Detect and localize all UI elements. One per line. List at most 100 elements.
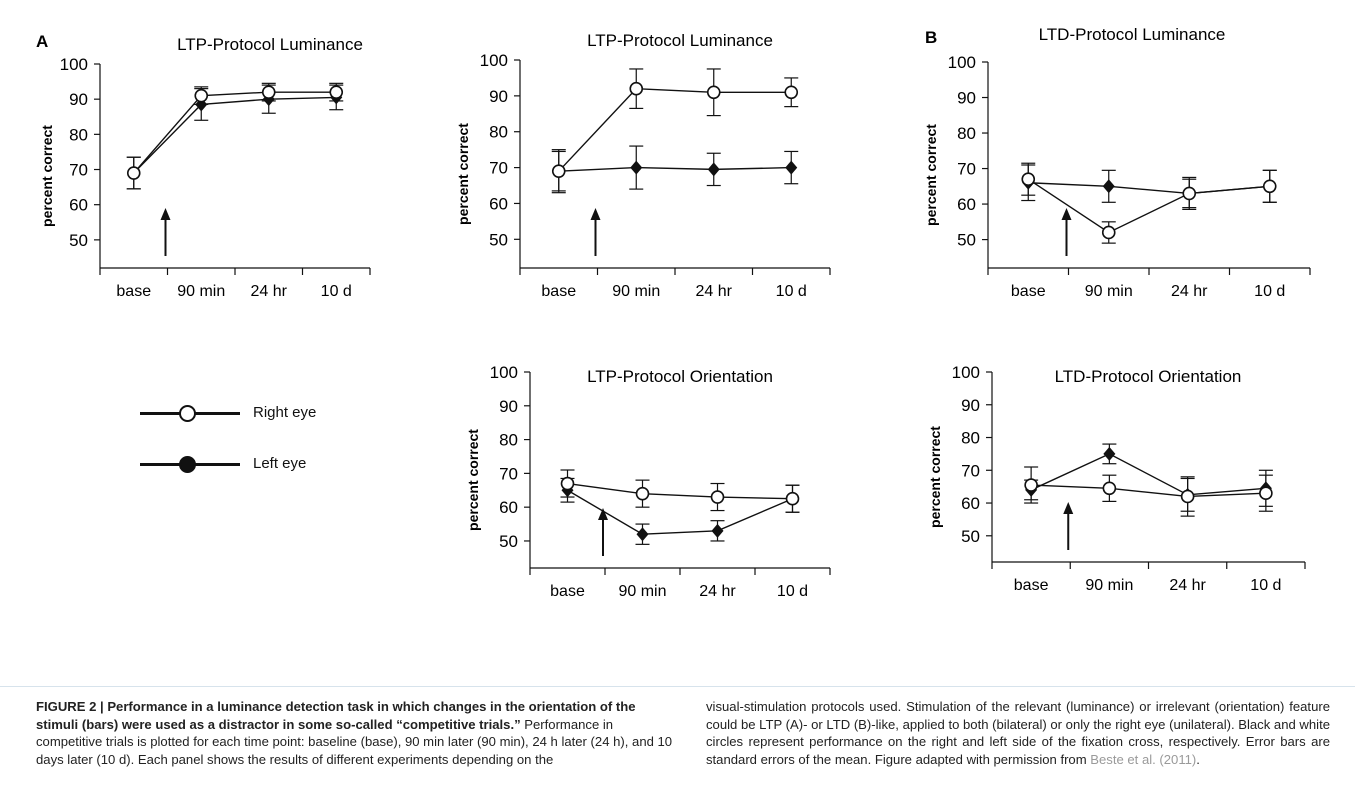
chart-title: LTD-Protocol Orientation [1055, 367, 1242, 386]
open-circle-marker-icon [179, 405, 196, 422]
data-point-open [562, 478, 574, 490]
y-tick-label: 50 [957, 231, 976, 250]
chart-panel-ltp-luminance-bilateral: LTP-Protocol Luminance 50 60 70 80 90 100 base 9… [430, 0, 850, 320]
data-point-filled [1103, 447, 1115, 461]
x-tick-label: 24 hr [1171, 283, 1208, 300]
legend-label-left-eye: Left eye [253, 455, 306, 472]
panel-letter: A [36, 32, 48, 51]
y-axis-label: percent correct [455, 123, 471, 225]
data-point-open [1264, 180, 1276, 192]
y-axis-label: percent correct [927, 426, 943, 528]
stimulation-arrow-icon [1063, 502, 1073, 514]
data-point-filled [708, 162, 720, 176]
x-tick-label: base [1014, 577, 1049, 594]
y-tick-label: 60 [489, 194, 508, 213]
legend-label-right-eye: Right eye [253, 404, 316, 421]
chart-panel-ltd-orientation: LTD-Protocol Orientation5060708090100bas… [910, 330, 1330, 670]
filled-circle-marker-icon [179, 456, 196, 473]
figure-caption-left: FIGURE 2 | Performance in a luminance de… [36, 698, 680, 768]
data-point-open [785, 86, 797, 98]
y-tick-label: 70 [957, 160, 976, 179]
data-point-filled [637, 527, 649, 541]
x-tick-label: 90 min [618, 583, 666, 600]
data-point-open [708, 86, 720, 98]
y-tick-label: 80 [961, 429, 980, 448]
x-tick-label: base [541, 283, 576, 300]
data-point-filled [712, 524, 724, 538]
x-tick-label: 10 d [777, 583, 808, 600]
series-line [1028, 179, 1270, 232]
y-tick-label: 100 [952, 363, 980, 382]
y-tick-label: 90 [489, 87, 508, 106]
y-tick-label: 80 [489, 123, 508, 142]
x-tick-label: 10 d [1254, 283, 1285, 300]
data-point-filled [785, 161, 797, 175]
series-line [559, 89, 792, 171]
stimulation-arrow-icon [161, 208, 171, 220]
data-point-open [128, 167, 140, 179]
y-axis-label: percent correct [39, 125, 55, 227]
legend: Right eye Left eye [140, 402, 360, 492]
data-point-open [1183, 187, 1195, 199]
y-tick-label: 60 [69, 196, 88, 215]
y-tick-label: 100 [60, 55, 88, 74]
y-tick-label: 50 [489, 230, 508, 249]
y-tick-label: 70 [499, 464, 518, 483]
y-tick-label: 80 [69, 125, 88, 144]
legend-item-right-eye: Right eye [140, 402, 360, 424]
data-point-open [630, 83, 642, 95]
y-tick-label: 90 [961, 396, 980, 415]
series-line [559, 168, 792, 172]
data-point-filled [1103, 179, 1115, 193]
figure-caption-right: visual-stimulation protocols used. Stimu… [706, 698, 1330, 768]
figure-caption-text-right: visual-stimulation protocols used. Stimu… [706, 699, 1330, 767]
series-line [1031, 454, 1266, 495]
data-point-open [1022, 173, 1034, 185]
data-point-open [637, 488, 649, 500]
chart-title: LTP-Protocol Orientation [587, 367, 773, 386]
x-tick-label: 90 min [612, 283, 660, 300]
data-point-open [1025, 479, 1037, 491]
y-tick-label: 100 [948, 53, 976, 72]
chart-title: LTD-Protocol Luminance [1039, 25, 1226, 44]
y-tick-label: 100 [480, 51, 508, 70]
y-tick-label: 50 [69, 231, 88, 250]
y-axis-label: percent correct [923, 124, 939, 226]
y-tick-label: 90 [957, 89, 976, 108]
x-tick-label: base [116, 283, 151, 300]
data-point-filled [630, 161, 642, 175]
data-point-open [1260, 487, 1272, 499]
chart-panel-ltp-luminance-a: LTP-Protocol Luminance A 50 60 70 80 90 100 base… [0, 0, 380, 320]
y-tick-label: 100 [490, 363, 518, 382]
caption-divider [0, 686, 1355, 687]
y-tick-label: 80 [499, 431, 518, 450]
series-line [134, 97, 337, 173]
panel-letter: B [925, 28, 937, 47]
y-tick-label: 50 [499, 532, 518, 551]
y-axis-label: percent correct [465, 429, 481, 531]
chart-panel-ltd-luminance: LTD-Protocol Luminance B 50 60 70 80 90 100 base… [910, 0, 1330, 320]
y-tick-label: 70 [961, 461, 980, 480]
data-point-open [195, 90, 207, 102]
series-line [134, 92, 337, 173]
x-tick-label: 90 min [1085, 283, 1133, 300]
y-tick-label: 90 [499, 397, 518, 416]
data-point-open [1103, 226, 1115, 238]
data-point-open [1103, 482, 1115, 494]
x-tick-label: 10 d [1250, 577, 1281, 594]
data-point-open [330, 86, 342, 98]
stimulation-arrow-icon [1062, 208, 1072, 220]
y-tick-label: 60 [961, 494, 980, 513]
legend-item-left-eye: Left eye [140, 453, 360, 475]
chart-title: LTP-Protocol Luminance [587, 31, 773, 50]
data-point-open [787, 493, 799, 505]
x-tick-label: 10 d [321, 283, 352, 300]
y-tick-label: 60 [957, 195, 976, 214]
x-tick-label: 24 hr [699, 583, 736, 600]
citation-link[interactable]: Beste et al. (2011) [1090, 752, 1196, 767]
x-tick-label: 10 d [776, 283, 807, 300]
data-point-open [553, 165, 565, 177]
x-tick-label: base [550, 583, 585, 600]
x-tick-label: 24 hr [251, 283, 288, 300]
series-line [568, 484, 793, 499]
